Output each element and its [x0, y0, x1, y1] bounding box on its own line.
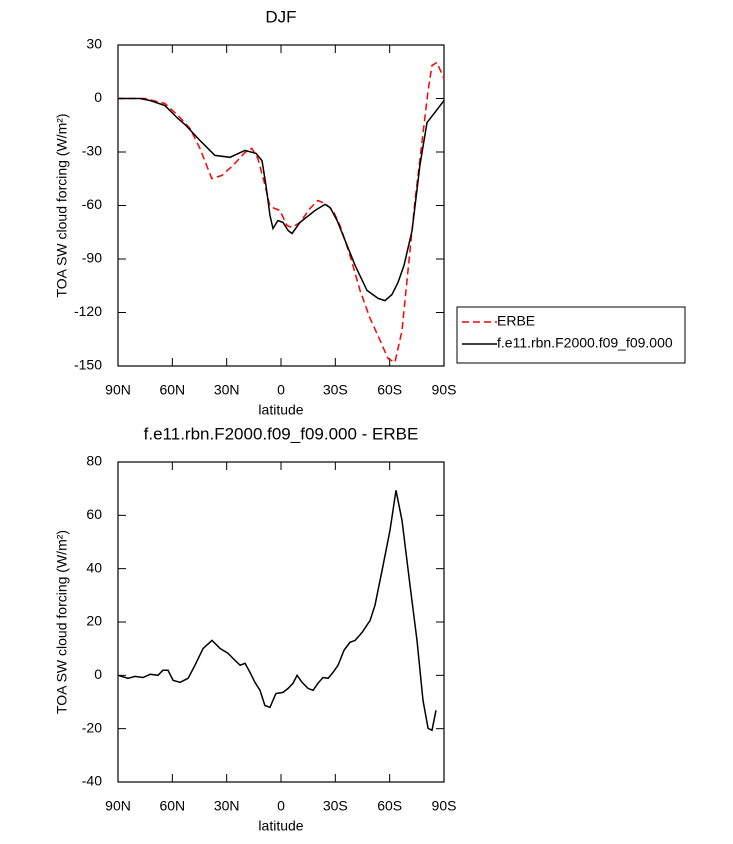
y-tick-label: 0 [94, 89, 102, 105]
legend-label: ERBE [497, 313, 535, 329]
chart-title: f.e11.rbn.F2000.f09_f09.000 - ERBE [144, 424, 419, 443]
y-tick-label: 20 [86, 613, 102, 629]
x-tick-label: 30S [323, 382, 348, 398]
x-tick-label: 0 [277, 382, 285, 398]
x-tick-label: 90S [432, 382, 457, 398]
plot-frame [117, 44, 445, 367]
y-tick-label: -60 [82, 196, 102, 212]
y-axis-label: TOA SW cloud forcing (W/m²) [54, 113, 70, 297]
x-axis-label: latitude [258, 402, 303, 418]
legend-box [456, 306, 686, 364]
y-tick-label: -20 [82, 719, 102, 735]
legend-label: f.e11.rbn.F2000.f09_f09.000 [497, 335, 673, 351]
y-tick-label: -150 [74, 357, 102, 373]
x-tick-label: 60N [159, 798, 185, 814]
y-tick-label: 80 [86, 453, 102, 469]
y-tick-label: 40 [86, 559, 102, 575]
y-tick-label: 60 [86, 506, 102, 522]
x-tick-label: 90N [105, 798, 131, 814]
chart-title: DJF [265, 7, 296, 26]
y-tick-label: 0 [94, 666, 102, 682]
data-line [117, 490, 437, 732]
x-tick-label: 60S [377, 382, 402, 398]
x-tick-label: 90S [432, 798, 457, 814]
x-tick-label: 30N [214, 798, 240, 814]
x-tick-label: 30N [214, 382, 240, 398]
x-tick-label: 60N [159, 382, 185, 398]
plot-frame [117, 461, 445, 783]
data-line [118, 97, 445, 302]
x-tick-label: 30S [323, 798, 348, 814]
data-line [118, 61, 445, 364]
y-tick-label: -90 [82, 250, 102, 266]
y-tick-label: 30 [86, 36, 102, 52]
x-axis-label: latitude [258, 818, 303, 834]
x-tick-label: 0 [277, 798, 285, 814]
y-axis-label: TOA SW cloud forcing (W/m²) [54, 530, 70, 714]
y-tick-label: -30 [82, 143, 102, 159]
x-tick-label: 90N [105, 382, 131, 398]
y-tick-label: -40 [82, 773, 102, 789]
y-tick-label: -120 [74, 303, 102, 319]
x-tick-label: 60S [377, 798, 402, 814]
